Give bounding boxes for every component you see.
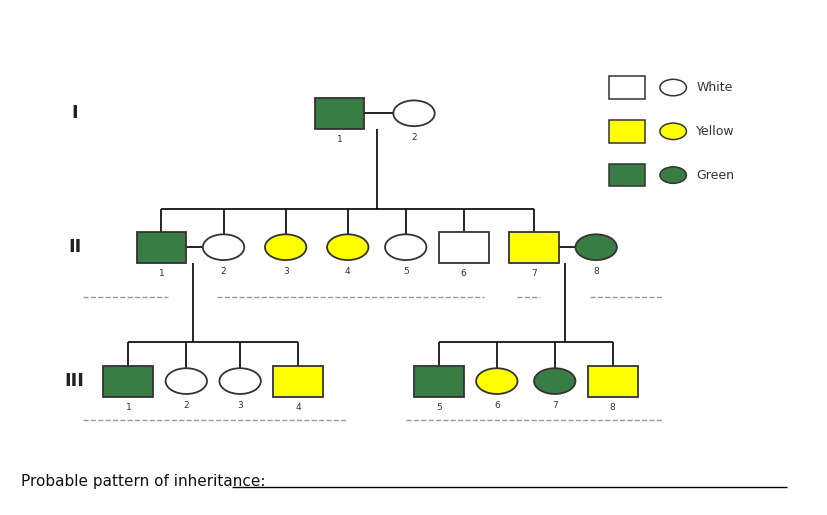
Text: 6: 6 [494, 401, 499, 409]
Circle shape [203, 234, 244, 260]
Text: 1: 1 [126, 403, 131, 412]
Text: 2: 2 [221, 267, 226, 276]
FancyBboxPatch shape [608, 76, 644, 99]
Text: 8: 8 [593, 267, 598, 276]
Circle shape [327, 234, 368, 260]
Circle shape [393, 100, 434, 126]
Text: 2: 2 [411, 133, 416, 142]
Text: Yellow: Yellow [696, 125, 734, 138]
FancyBboxPatch shape [314, 98, 364, 129]
Text: 5: 5 [436, 403, 441, 412]
Circle shape [659, 123, 686, 140]
Text: I: I [71, 105, 78, 122]
Text: 1: 1 [159, 269, 164, 278]
Text: 4: 4 [295, 403, 300, 412]
Text: III: III [65, 372, 84, 390]
FancyBboxPatch shape [103, 366, 153, 397]
Text: 3: 3 [237, 401, 242, 409]
Text: 4: 4 [345, 267, 350, 276]
Circle shape [165, 368, 207, 394]
Text: 7: 7 [552, 401, 557, 409]
Text: 5: 5 [403, 267, 408, 276]
Text: 3: 3 [283, 267, 288, 276]
Text: II: II [68, 238, 81, 256]
Text: 1: 1 [337, 135, 342, 144]
FancyBboxPatch shape [438, 232, 488, 263]
Circle shape [219, 368, 261, 394]
Text: Probable pattern of inheritance:: Probable pattern of inheritance: [21, 474, 265, 489]
Circle shape [476, 368, 517, 394]
Circle shape [659, 167, 686, 183]
FancyBboxPatch shape [608, 120, 644, 143]
Text: White: White [696, 81, 732, 94]
FancyBboxPatch shape [608, 164, 644, 186]
Text: 2: 2 [184, 401, 189, 409]
Circle shape [533, 368, 575, 394]
Circle shape [385, 234, 426, 260]
Text: 6: 6 [461, 269, 466, 278]
FancyBboxPatch shape [136, 232, 186, 263]
Circle shape [659, 79, 686, 96]
FancyBboxPatch shape [509, 232, 558, 263]
Text: 8: 8 [609, 403, 614, 412]
Text: Green: Green [696, 168, 734, 182]
FancyBboxPatch shape [273, 366, 323, 397]
Text: 7: 7 [531, 269, 536, 278]
FancyBboxPatch shape [587, 366, 637, 397]
Circle shape [575, 234, 616, 260]
FancyBboxPatch shape [414, 366, 463, 397]
Circle shape [265, 234, 306, 260]
